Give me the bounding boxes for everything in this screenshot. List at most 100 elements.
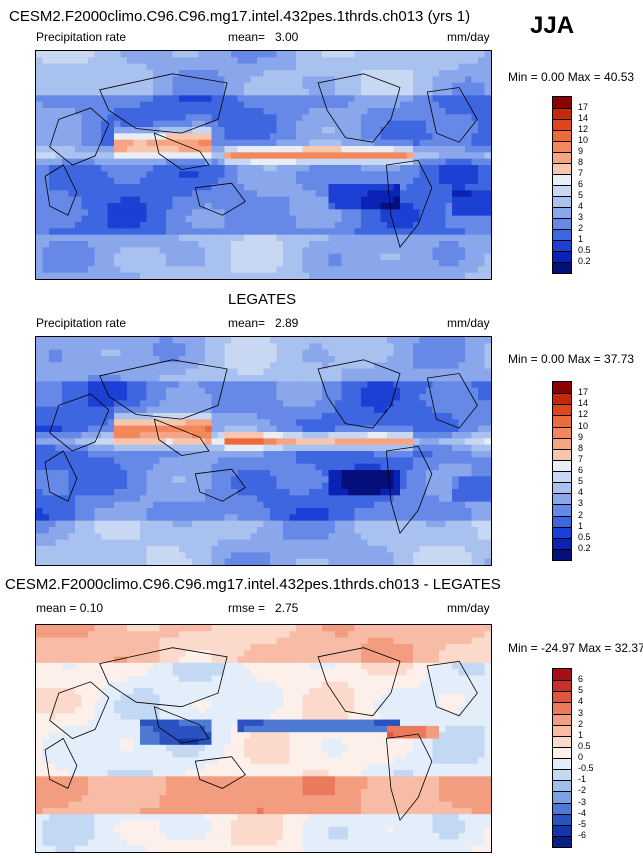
- coastline: [99, 73, 228, 134]
- colorbar-tick-label: 10: [578, 420, 589, 431]
- colorbar-cell: [553, 437, 571, 449]
- colorbar-cell: [553, 493, 571, 505]
- colorbar-cell: [553, 185, 571, 196]
- colorbar-tick-label: 8: [578, 157, 584, 167]
- panel-3-units: mm/day: [447, 601, 490, 615]
- coastline: [99, 359, 228, 420]
- panel-1-units: mm/day: [447, 30, 490, 44]
- colorbar-tick-label: 0.5: [578, 245, 591, 255]
- colorbar-tick-label: -2: [578, 785, 587, 796]
- colorbar-tick-label: 14: [578, 398, 589, 409]
- panel-2-minmax: Min = 0.00 Max = 37.73: [508, 352, 635, 366]
- coastline: [426, 373, 478, 429]
- colorbar-cell: [553, 724, 571, 736]
- colorbar-tick-label: 4: [578, 201, 584, 211]
- colorbar-tick-label: 0.2: [578, 256, 591, 266]
- coastline: [44, 164, 78, 216]
- colorbar-cell: [553, 393, 571, 405]
- panel-1-mean-value: 3.00: [275, 30, 299, 44]
- colorbar-tick-label: 14: [578, 113, 589, 123]
- colorbar-tick-label: 3: [578, 498, 584, 509]
- colorbar-cell: [553, 769, 571, 781]
- colorbar-cell: [553, 448, 571, 460]
- colorbar-cell: [553, 196, 571, 207]
- colorbar-tick-label: 0.2: [578, 542, 591, 553]
- panel-2-mean-value: 2.89: [275, 316, 299, 330]
- colorbar-cell: [553, 537, 571, 549]
- coastline: [385, 445, 433, 534]
- colorbar-cell: [553, 218, 571, 229]
- coastline: [44, 737, 78, 789]
- colorbar-tick-label: 5: [578, 190, 584, 200]
- colorbar-tick-label: 17: [578, 102, 589, 112]
- colorbar-cell: [553, 548, 571, 560]
- colorbar-cell: [553, 152, 571, 163]
- colorbar-tick-label: 8: [578, 442, 584, 453]
- colorbar-tick-label: -3: [578, 796, 587, 807]
- colorbar-tick-label: 6: [578, 674, 584, 685]
- colorbar-cell: [553, 482, 571, 494]
- coastline: [194, 756, 246, 789]
- colorbar-tick-label: 2: [578, 718, 584, 729]
- coastline: [317, 647, 401, 717]
- panel-3-minmax: Min = -24.97 Max = 32.37: [508, 641, 643, 655]
- colorbar-cell: [553, 824, 571, 836]
- panel-2-map: [35, 336, 492, 566]
- coastline: [49, 107, 110, 166]
- colorbar-cell: [553, 119, 571, 130]
- colorbar-cell: [553, 163, 571, 174]
- colorbar-cell: [553, 97, 571, 108]
- colorbar-cell: [553, 229, 571, 240]
- panel-1-field: [36, 51, 491, 279]
- colorbar-cell: [553, 415, 571, 427]
- colorbar-tick-label: 12: [578, 124, 589, 134]
- colorbar-cell: [553, 802, 571, 814]
- colorbar-cell: [553, 504, 571, 516]
- coastline: [194, 182, 246, 216]
- colorbar-cell: [553, 404, 571, 416]
- colorbar-tick-label: 7: [578, 453, 584, 464]
- coastline: [153, 132, 210, 171]
- colorbar-tick-label: 10: [578, 135, 589, 145]
- panel-1-minmax: Min = 0.00 Max = 40.53: [508, 70, 635, 84]
- colorbar-cell: [553, 691, 571, 703]
- colorbar-cell: [553, 758, 571, 770]
- colorbar-cell: [553, 680, 571, 692]
- panel-3-title: CESM2.F2000climo.C96.C96.mg17.intel.432p…: [5, 576, 501, 593]
- colorbar-tick-label: -5: [578, 818, 587, 829]
- colorbar-tick-label: 0: [578, 752, 584, 762]
- panel-2-variable-label: Precipitation rate: [36, 316, 127, 330]
- panel-1-colorbar: [552, 96, 572, 274]
- colorbar-cell: [553, 262, 571, 273]
- panel-2-mean-label: mean=: [228, 316, 266, 330]
- colorbar-tick-label: -0.5: [578, 763, 594, 774]
- colorbar-cell: [553, 174, 571, 185]
- colorbar-tick-label: 2: [578, 509, 584, 520]
- colorbar-tick-label: 5: [578, 476, 584, 487]
- coastline: [317, 359, 401, 429]
- colorbar-tick-label: -4: [578, 807, 587, 818]
- panel-1-variable-label: Precipitation rate: [36, 30, 127, 44]
- colorbar-cell: [553, 669, 571, 681]
- coastline: [44, 450, 78, 502]
- colorbar-cell: [553, 426, 571, 438]
- colorbar-cell: [553, 240, 571, 251]
- panel-1-mean-label: mean=: [228, 30, 266, 44]
- coastline: [194, 468, 246, 502]
- coastline: [385, 733, 433, 822]
- panel-3-rmse-label: rmse =: [228, 601, 266, 615]
- colorbar-cell: [553, 471, 571, 483]
- colorbar-cell: [553, 780, 571, 792]
- panel-1-title: CESM2.F2000climo.C96.C96.mg17.intel.432p…: [9, 8, 471, 25]
- panel-3-rmse-value: 2.75: [275, 601, 299, 615]
- colorbar-cell: [553, 251, 571, 262]
- colorbar-tick-label: -6: [578, 829, 587, 840]
- colorbar-tick-label: 2: [578, 223, 584, 233]
- colorbar-tick-label: 1: [578, 729, 584, 740]
- coastline: [153, 418, 210, 457]
- coastline: [385, 159, 433, 248]
- panel-1-map: [35, 50, 492, 280]
- colorbar-cell: [553, 207, 571, 218]
- panel-3-map: [35, 624, 492, 853]
- coastline: [317, 73, 401, 143]
